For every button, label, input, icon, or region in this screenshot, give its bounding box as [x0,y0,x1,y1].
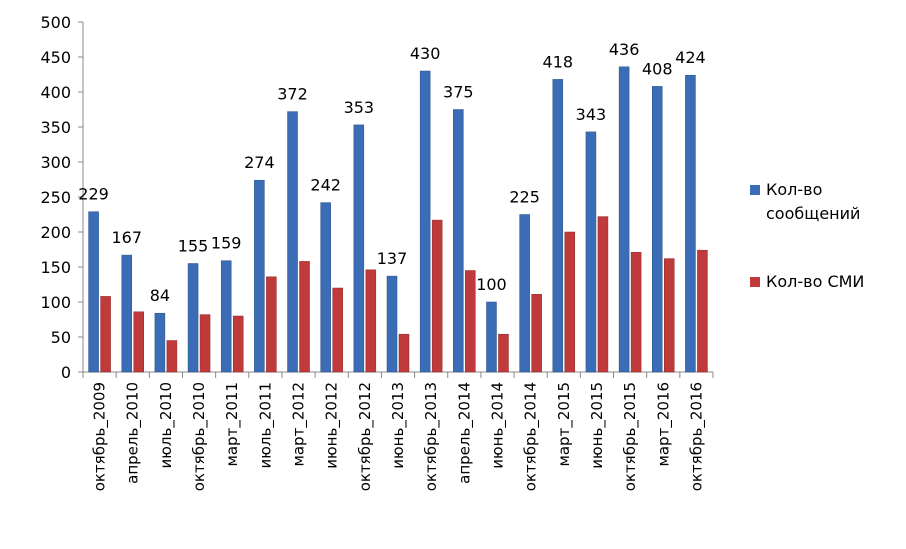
x-tick-label: октябрь_2016 [687,382,706,491]
bar-media [498,333,509,373]
data-label-messages: 137 [377,249,408,268]
bar-messages [618,66,630,373]
data-label-messages: 436 [609,40,640,59]
y-tick-label: 400 [40,83,71,102]
data-label-messages: 225 [509,188,540,207]
x-tick-label: октябрь_2015 [621,382,640,491]
data-label-messages: 372 [277,85,308,104]
x-tick-label: июнь_2013 [389,382,408,469]
data-label-messages: 155 [178,237,209,256]
data-label-messages: 229 [78,185,109,204]
bar-media [166,340,178,373]
bar-messages [685,74,696,373]
y-tick-label: 50 [51,328,71,347]
data-label-messages: 343 [576,105,607,124]
bar-messages [220,260,232,373]
bar-messages [386,275,398,373]
legend-swatch-messages [750,185,760,195]
x-tick-label: март_2012 [290,382,309,466]
legend-label-media: Кол-во СМИ [766,272,865,291]
bar-messages [419,70,431,373]
bar-media [597,216,609,373]
x-tick-label: март_2015 [555,382,574,466]
x-tick-label: октябрь_2009 [91,382,110,491]
bar-media [199,314,211,373]
bar-messages [287,111,298,373]
bar-messages [486,301,497,373]
bar-media [630,252,642,373]
data-label-messages: 242 [310,176,341,195]
bar-media [564,231,576,373]
y-tick-label: 0 [61,363,71,382]
bar-messages [552,79,564,373]
x-tick-label: октябрь_2012 [356,382,375,491]
x-tick-label: июль_2011 [256,382,275,468]
legend: Кол-во сообщений Кол-во СМИ [750,178,900,294]
x-tick-label: октябрь_2013 [422,382,441,491]
legend-label-messages: Кол-во сообщений [766,180,861,223]
x-tick-label: октябрь_2014 [522,382,541,491]
bar-media [664,258,675,373]
legend-swatch-media [750,277,760,287]
legend-item-messages: Кол-во сообщений [750,178,900,226]
y-tick-label: 150 [40,258,71,277]
bar-messages [154,312,166,373]
bar-media [365,269,377,373]
data-label-messages: 408 [642,59,673,78]
legend-item-media: Кол-во СМИ [750,270,900,294]
bar-messages [353,124,365,373]
data-label-messages: 375 [443,83,474,102]
y-tick-label: 450 [40,48,71,67]
bar-media [100,296,111,373]
data-label-messages: 418 [543,52,574,71]
bar-messages [187,263,199,373]
y-tick-label: 500 [40,13,71,32]
bar-messages [652,86,663,373]
x-tick-label: март_2011 [223,382,242,466]
bar-messages [254,179,265,373]
bar-messages [88,211,99,373]
bar-media [531,294,542,373]
x-tick-label: апрель_2010 [124,382,143,484]
bar-media [266,276,277,373]
data-label-messages: 430 [410,44,441,63]
bar-messages [320,202,331,373]
data-label-messages: 84 [150,286,170,305]
bar-media [431,219,443,373]
x-tick-label: июль_2010 [157,382,176,468]
x-tick-label: июнь_2012 [323,382,342,469]
bar-media [697,249,708,373]
bar-media [232,315,244,373]
data-label-messages: 159 [211,234,242,253]
y-tick-label: 350 [40,118,71,137]
data-label-messages: 100 [476,275,507,294]
data-label-messages: 274 [244,153,275,172]
x-tick-label: июнь_2015 [588,382,607,469]
x-tick-label: июнь_2014 [488,382,507,469]
x-tick-label: март_2016 [654,382,673,466]
bar-media [465,270,476,373]
data-label-messages: 167 [111,228,142,247]
bar-media [332,287,343,373]
bar-messages [519,214,530,373]
bar-media [299,261,310,373]
data-label-messages: 353 [344,98,375,117]
bar-media [398,333,410,373]
bar-messages [453,109,464,373]
data-label-messages: 424 [675,48,706,67]
y-tick-label: 200 [40,223,71,242]
y-tick-label: 250 [40,188,71,207]
x-tick-label: апрель_2014 [455,382,474,484]
bar-media [133,311,144,373]
x-tick-label: октябрь_2010 [190,382,209,491]
y-tick-label: 300 [40,153,71,172]
bar-messages [121,254,132,373]
y-tick-label: 100 [40,293,71,312]
bar-messages [585,131,597,373]
